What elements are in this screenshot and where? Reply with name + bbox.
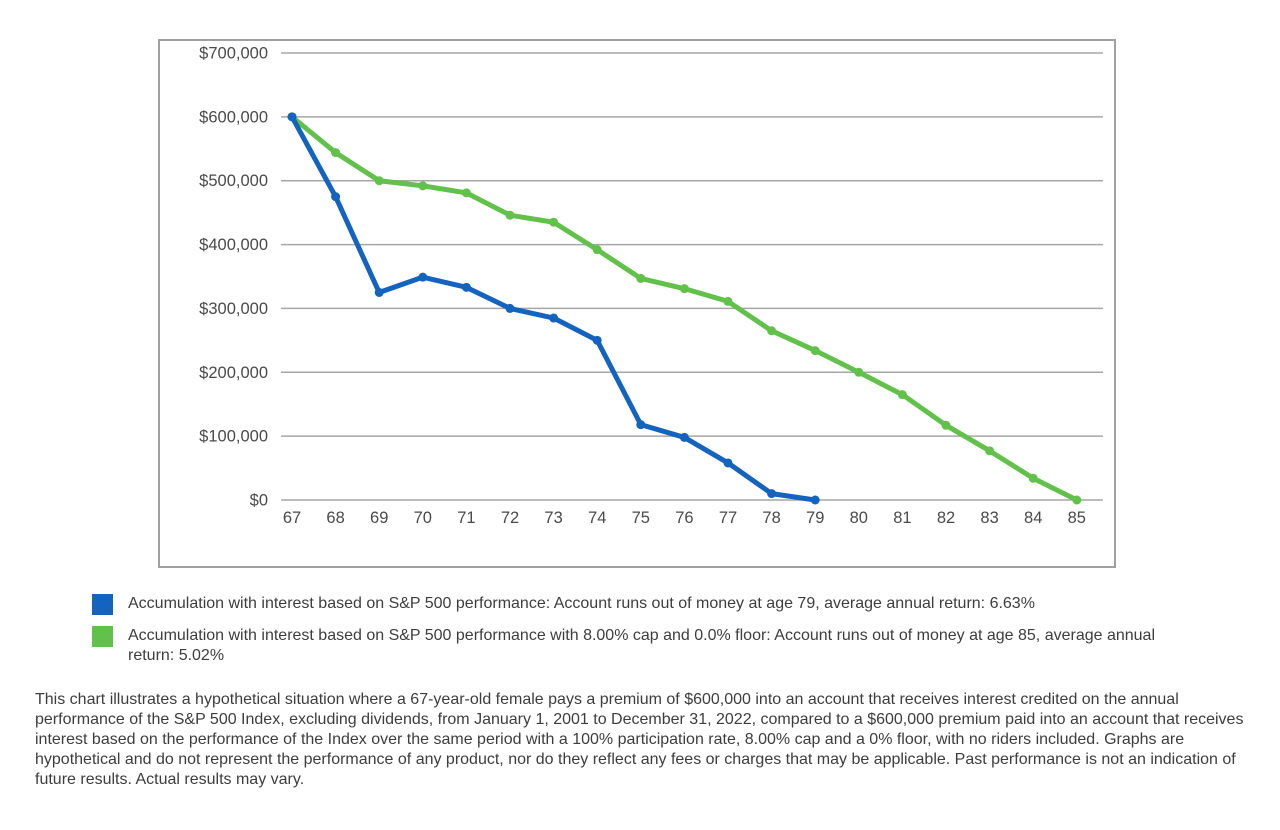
x-tick-label: 69 bbox=[370, 509, 388, 527]
x-tick-label: 71 bbox=[457, 509, 475, 527]
x-tick-label: 81 bbox=[893, 509, 911, 527]
data-point-sp500 bbox=[767, 489, 777, 499]
data-point-sp500-capped bbox=[418, 181, 428, 191]
y-tick-label: $0 bbox=[250, 492, 268, 510]
y-tick-label: $200,000 bbox=[199, 364, 268, 382]
data-point-sp500 bbox=[505, 303, 515, 313]
y-tick-label: $600,000 bbox=[199, 108, 268, 126]
data-point-sp500 bbox=[636, 420, 646, 430]
data-point-sp500 bbox=[461, 282, 471, 292]
data-point-sp500-capped bbox=[941, 420, 951, 430]
x-tick-label: 72 bbox=[501, 509, 519, 527]
data-point-sp500-capped bbox=[549, 217, 559, 227]
data-point-sp500 bbox=[374, 287, 384, 297]
y-tick-label: $400,000 bbox=[199, 236, 268, 254]
y-tick-label: $500,000 bbox=[199, 172, 268, 190]
x-tick-label: 76 bbox=[675, 509, 693, 527]
y-tick-label: $700,000 bbox=[199, 45, 268, 63]
data-point-sp500-capped bbox=[331, 148, 341, 158]
data-point-sp500-capped bbox=[854, 367, 864, 377]
data-point-sp500 bbox=[723, 458, 733, 468]
x-tick-label: 74 bbox=[588, 509, 606, 527]
x-tick-label: 80 bbox=[850, 509, 868, 527]
data-point-sp500-capped bbox=[985, 446, 995, 456]
chart-svg: $700,000 $600,000 $500,000 $400,000 $300,000… bbox=[199, 45, 1103, 527]
x-tick-label: 82 bbox=[937, 509, 955, 527]
legend: Accumulation with interest based on S&P … bbox=[92, 594, 1202, 666]
x-tick-label: 67 bbox=[283, 509, 301, 527]
x-tick-label: 77 bbox=[719, 509, 737, 527]
data-point-sp500 bbox=[810, 495, 820, 505]
x-tick-label: 78 bbox=[762, 509, 780, 527]
data-point-sp500-capped bbox=[767, 326, 777, 336]
data-point-sp500-capped bbox=[723, 296, 733, 306]
data-point-sp500-capped bbox=[461, 188, 471, 198]
x-tick-label: 70 bbox=[414, 509, 432, 527]
legend-label-sp500: Accumulation with interest based on S&P … bbox=[128, 595, 1035, 612]
data-point-sp500 bbox=[331, 192, 341, 202]
data-point-sp500-capped bbox=[1072, 495, 1082, 505]
x-tick-label: 83 bbox=[980, 509, 998, 527]
data-point-sp500 bbox=[679, 432, 689, 442]
data-point-sp500-capped bbox=[374, 176, 384, 186]
data-point-sp500-capped bbox=[679, 284, 689, 294]
data-point-sp500-capped bbox=[636, 273, 646, 283]
data-point-sp500 bbox=[287, 112, 297, 122]
x-tick-label: 73 bbox=[544, 509, 562, 527]
data-point-sp500-capped bbox=[505, 210, 515, 220]
legend-swatch-sp500-capped-icon bbox=[92, 626, 113, 647]
disclaimer-text: This chart illustrates a hypothetical si… bbox=[35, 691, 1244, 788]
legend-item-sp500-capped: Accumulation with interest based on S&P … bbox=[92, 626, 1202, 666]
legend-swatch-sp500-icon bbox=[92, 594, 113, 615]
data-point-sp500 bbox=[418, 272, 428, 282]
legend-item-sp500: Accumulation with interest based on S&P … bbox=[92, 594, 1202, 615]
data-point-sp500-capped bbox=[1028, 473, 1038, 483]
y-tick-label: $300,000 bbox=[199, 300, 268, 318]
x-tick-label: 75 bbox=[632, 509, 650, 527]
x-tick-label: 85 bbox=[1068, 509, 1086, 527]
data-point-sp500 bbox=[592, 335, 602, 345]
x-tick-label: 79 bbox=[806, 509, 824, 527]
x-tick-label: 68 bbox=[326, 509, 344, 527]
data-point-sp500 bbox=[549, 313, 559, 323]
chart-plot-area: $700,000 $600,000 $500,000 $400,000 $300,000… bbox=[158, 39, 1116, 568]
data-point-sp500-capped bbox=[897, 390, 907, 400]
legend-label-sp500-capped: Accumulation with interest based on S&P … bbox=[128, 627, 1156, 664]
x-tick-label: 84 bbox=[1024, 509, 1042, 527]
data-point-sp500-capped bbox=[810, 346, 820, 356]
data-point-sp500-capped bbox=[592, 245, 602, 255]
y-tick-label: $100,000 bbox=[199, 428, 268, 446]
